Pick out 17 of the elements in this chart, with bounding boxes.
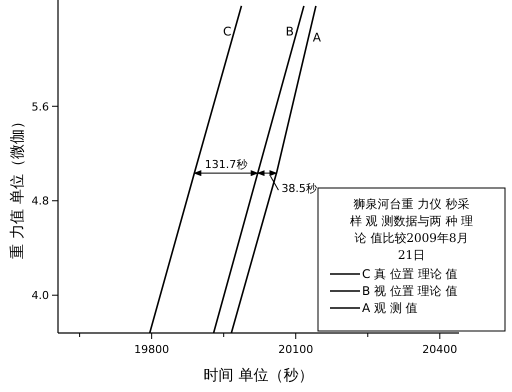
y-tick-label: 4.0 bbox=[32, 289, 49, 302]
annotation: A bbox=[312, 30, 322, 45]
y-axis-title: 重 力值 单位（微伽） bbox=[8, 114, 26, 259]
legend-label: C 真 位置 理论 值 bbox=[362, 267, 458, 281]
x-tick-label: 20400 bbox=[422, 343, 458, 356]
y-tick-label: 5.6 bbox=[32, 100, 49, 114]
x-tick-label: 19800 bbox=[134, 343, 170, 356]
annotation: 38.5秒 bbox=[281, 182, 317, 196]
x-tick-label: 20100 bbox=[278, 343, 314, 356]
legend-title: 狮泉河台重 力仪 秒采样 观 测数据与两 种 理论 值比较2009年8月 21日 bbox=[348, 196, 474, 264]
legend-label: B 视 位置 理论 值 bbox=[362, 284, 458, 298]
legend-label: A 观 测 值 bbox=[362, 301, 418, 315]
x-axis-title: 时间 单位（秒） bbox=[204, 366, 314, 384]
annotation: 131.7秒 bbox=[204, 158, 248, 172]
y-tick-label: 4.8 bbox=[32, 194, 49, 208]
annotation: B bbox=[286, 24, 294, 39]
annotation: C bbox=[223, 24, 232, 39]
